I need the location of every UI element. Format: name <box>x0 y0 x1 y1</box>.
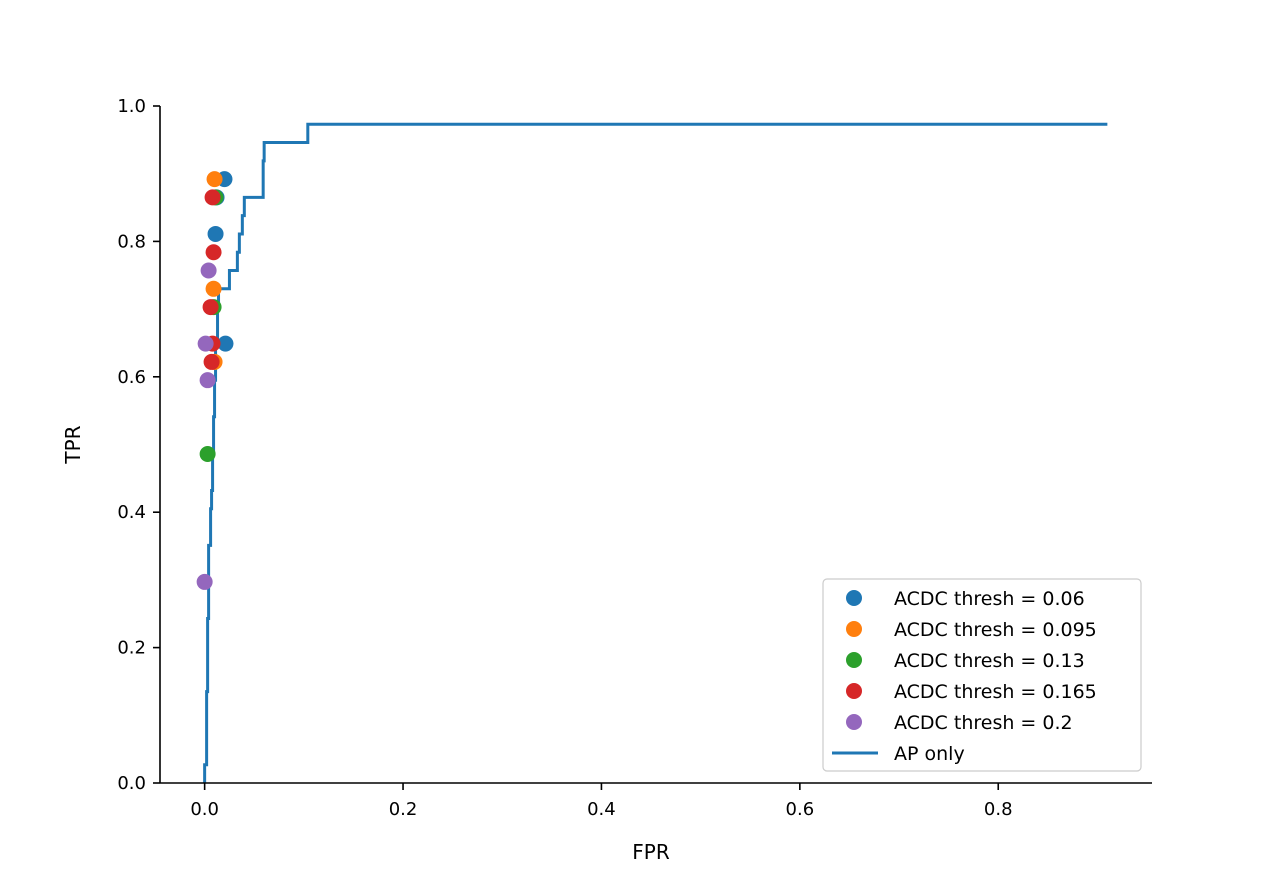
legend-label: ACDC thresh = 0.06 <box>894 588 1085 610</box>
x-tick-label: 0.6 <box>786 799 815 820</box>
legend-label: AP only <box>894 743 965 765</box>
scatter-point <box>207 225 224 242</box>
legend-marker <box>846 590 862 606</box>
x-tick-label: 0.4 <box>587 799 616 820</box>
scatter-point <box>217 335 234 352</box>
scatter-point <box>200 262 217 279</box>
y-tick-label: 0.2 <box>117 638 146 659</box>
scatter-point <box>199 445 216 462</box>
legend-marker <box>846 714 862 730</box>
y-tick-label: 1.0 <box>117 96 146 117</box>
scatter-point <box>205 280 222 297</box>
legend-frame <box>822 578 1142 772</box>
scatter-point <box>204 189 221 206</box>
x-tick-label: 0.2 <box>389 799 418 820</box>
scatter-point <box>206 171 223 188</box>
legend-label: ACDC thresh = 0.2 <box>894 712 1073 734</box>
y-tick-label: 0.0 <box>117 773 146 794</box>
legend-label: ACDC thresh = 0.095 <box>894 619 1097 641</box>
x-tick-label: 0.0 <box>190 799 219 820</box>
points-layer <box>196 171 234 590</box>
scatter-point <box>205 244 222 261</box>
legend-label: ACDC thresh = 0.13 <box>894 650 1085 672</box>
x-axis-label: FPR <box>632 840 670 864</box>
scatter-point <box>199 372 216 389</box>
scatter-point <box>202 299 219 316</box>
ticks-layer: 0.0 0.2 0.4 0.6 0.8 0.0 0.2 0.4 0.6 0.8 1.0 <box>117 96 1012 820</box>
scatter-point <box>196 573 213 590</box>
scatter-point <box>197 335 214 352</box>
legend: ACDC thresh = 0.06 ACDC thresh = 0.095 ACD… <box>822 578 1142 772</box>
y-tick-label: 0.8 <box>117 231 146 252</box>
legend-marker <box>846 652 862 668</box>
y-tick-label: 0.4 <box>117 502 146 523</box>
y-tick-label: 0.6 <box>117 367 146 388</box>
legend-label: ACDC thresh = 0.165 <box>894 681 1097 703</box>
legend-marker <box>846 621 862 637</box>
y-axis-label: TPR <box>61 425 85 464</box>
x-tick-label: 0.8 <box>984 799 1013 820</box>
scatter-point <box>203 353 220 370</box>
legend-marker <box>846 683 862 699</box>
